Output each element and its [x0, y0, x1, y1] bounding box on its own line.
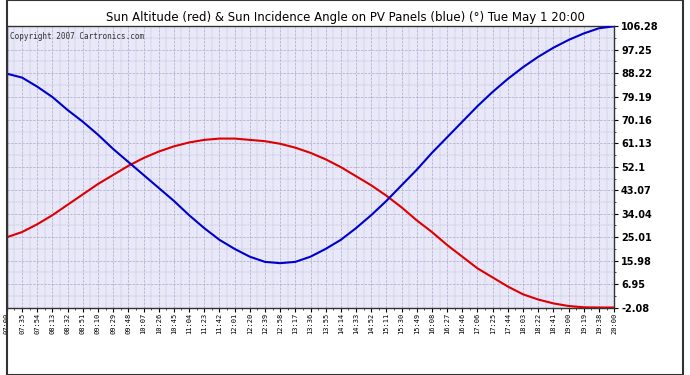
Text: Sun Altitude (red) & Sun Incidence Angle on PV Panels (blue) (°) Tue May 1 20:00: Sun Altitude (red) & Sun Incidence Angle… [106, 11, 584, 24]
Text: Copyright 2007 Cartronics.com: Copyright 2007 Cartronics.com [10, 32, 144, 41]
